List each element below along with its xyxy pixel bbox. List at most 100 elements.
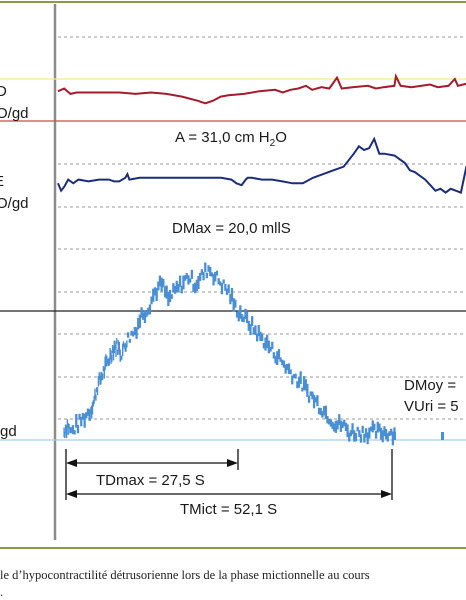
flow-bar: [368, 427, 371, 439]
flow-bar: [78, 413, 81, 420]
flow-bar: [257, 324, 260, 337]
flow-bar: [170, 294, 173, 299]
flow-bar: [297, 377, 301, 388]
flow-bar: [341, 421, 344, 429]
flow-bar: [65, 425, 68, 438]
flow-bar: [366, 432, 369, 445]
flow-bar: [163, 286, 167, 298]
flow-bar: [358, 430, 361, 437]
flow-bar: [441, 432, 444, 440]
flow-bar: [127, 332, 130, 338]
flow-bar: [97, 376, 100, 387]
flow-bar: [132, 331, 135, 337]
flow-bar: [83, 413, 86, 428]
flow-bar: [189, 278, 192, 283]
flow-bar: [143, 310, 147, 323]
flow-bar: [147, 307, 150, 315]
flow-bar: [388, 431, 391, 437]
flow-bar: [266, 334, 269, 348]
flow-bar: [180, 285, 183, 294]
flow-bar: [292, 374, 296, 379]
flow-bar: [120, 356, 122, 361]
flow-bar: [200, 269, 203, 275]
flow-bar: [384, 429, 388, 440]
detrusor-curve: [57, 136, 466, 194]
flow-bar: [294, 373, 297, 379]
flow-bar: [173, 285, 177, 294]
flow-bar: [279, 357, 282, 362]
flow-bar: [281, 359, 284, 366]
flow-bar: [391, 431, 394, 446]
flow-bar: [190, 269, 193, 279]
flow-bar: [75, 414, 78, 428]
flow-bar: [237, 310, 240, 322]
flow-bar: [199, 272, 202, 281]
flow-bar: [128, 338, 131, 343]
flow-bar: [109, 348, 111, 360]
flow-bar: [115, 345, 117, 357]
flow-bar: [148, 304, 152, 315]
flow-bar: [182, 275, 185, 290]
flow-bar: [219, 281, 222, 286]
flow-bar: [130, 330, 133, 336]
dmoy-label: DMoy =: [404, 377, 456, 394]
flow-bar: [230, 288, 234, 302]
flow-bar: [272, 352, 275, 359]
flow-bar: [364, 428, 368, 438]
flow-bar: [67, 423, 69, 435]
flow-bar: [312, 394, 316, 409]
flow-bar: [106, 355, 108, 367]
flow-bar: [301, 387, 304, 392]
flow-bar: [348, 432, 351, 442]
flow-bar: [202, 272, 205, 281]
flow-bar: [232, 298, 235, 312]
flow-bar: [235, 311, 239, 318]
flow-bar: [135, 327, 138, 339]
flow-bar: [317, 407, 321, 415]
flow-bar: [289, 369, 292, 375]
flow-bar: [122, 341, 125, 347]
flow-bar: [249, 324, 252, 336]
flow-bar: [92, 400, 95, 407]
flow-bar: [354, 432, 358, 442]
flow-bar: [269, 346, 272, 352]
flow-bar: [304, 379, 307, 391]
flow-bar: [93, 395, 95, 404]
flow-bar: [361, 425, 364, 433]
flow-bar: [101, 372, 103, 381]
flow-bar: [379, 427, 383, 440]
flow-bar: [307, 395, 311, 403]
flow-bar: [224, 284, 227, 291]
flow-bar: [122, 343, 124, 356]
flow-bar: [251, 316, 254, 327]
flow-bar: [73, 430, 76, 435]
tdmax-measure: [65, 449, 393, 500]
flow-bar: [118, 342, 120, 355]
flow-bar: [282, 360, 286, 368]
tdmax-label: TDmax = 27,5 S: [96, 472, 205, 489]
flow-bar: [195, 279, 198, 292]
flow-bar: [76, 424, 80, 434]
flow-bar: [113, 340, 115, 354]
flow-bar: [222, 279, 225, 284]
flow-bar: [284, 364, 287, 374]
flow-bar: [227, 284, 230, 294]
flow-bar: [70, 427, 73, 433]
flow-bar: [86, 408, 90, 416]
flow-bar: [271, 341, 274, 350]
flow-bar: [339, 420, 342, 432]
left-label-1: D: [0, 83, 7, 100]
flow-bar: [98, 372, 100, 380]
flow-bar: [108, 357, 110, 366]
flow-bar: [99, 375, 101, 385]
flow-bar: [217, 278, 220, 285]
flow-bar: [137, 317, 140, 330]
flow-bar: [126, 340, 128, 348]
flow-bar: [373, 423, 376, 430]
flow-bar: [326, 416, 329, 424]
left-label-3: E: [0, 173, 4, 190]
flow-bar: [155, 288, 158, 302]
flow-bar: [239, 305, 242, 319]
flow-bar: [299, 371, 302, 384]
